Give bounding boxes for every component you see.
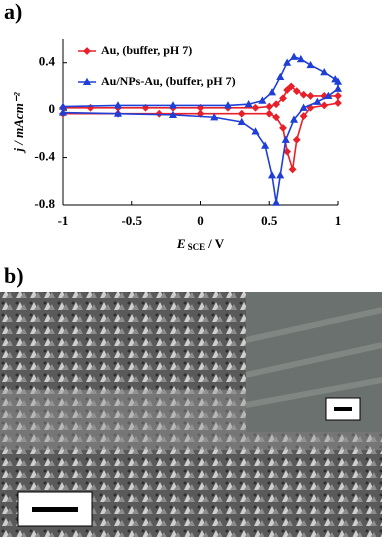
x-tick-label: 0.5 bbox=[261, 213, 278, 228]
data-point bbox=[261, 141, 270, 149]
data-point bbox=[276, 72, 285, 81]
data-point bbox=[113, 101, 123, 109]
data-point bbox=[320, 92, 329, 100]
x-axis-label: E SCE / V bbox=[176, 236, 225, 252]
y-axis-label: j / mAcm⁻² bbox=[11, 91, 26, 153]
data-point bbox=[272, 100, 281, 109]
panel-label: b) bbox=[4, 263, 24, 288]
data-point bbox=[299, 103, 308, 111]
data-point bbox=[289, 115, 299, 123]
data-point bbox=[276, 171, 285, 179]
data-point bbox=[251, 103, 260, 112]
data-point bbox=[320, 101, 329, 110]
data-point bbox=[267, 88, 277, 96]
y-tick-label: 0.4 bbox=[39, 54, 56, 69]
data-point bbox=[334, 92, 342, 100]
data-point bbox=[113, 109, 123, 117]
data-point bbox=[258, 96, 267, 104]
data-point bbox=[299, 90, 308, 99]
data-point bbox=[296, 54, 305, 63]
y-tick-label: -0.4 bbox=[34, 149, 55, 164]
data-point bbox=[168, 101, 178, 109]
legend-marker bbox=[83, 47, 91, 55]
data-point bbox=[306, 92, 315, 100]
data-point bbox=[283, 58, 292, 66]
x-tick-label: 0 bbox=[197, 213, 204, 228]
data-point bbox=[267, 171, 277, 179]
data-point bbox=[292, 87, 301, 96]
data-point bbox=[283, 147, 292, 156]
data-point bbox=[265, 102, 274, 111]
data-point bbox=[333, 84, 343, 92]
legend-marker bbox=[82, 77, 92, 86]
data-point bbox=[141, 103, 150, 112]
cv-curve bbox=[63, 85, 339, 170]
data-point bbox=[299, 112, 308, 120]
panel-label: a) bbox=[4, 0, 22, 24]
data-point bbox=[279, 94, 287, 103]
x-tick-label: -0.5 bbox=[121, 213, 142, 228]
data-point bbox=[320, 67, 329, 76]
data-point bbox=[313, 97, 322, 105]
data-point bbox=[334, 99, 342, 107]
data-point bbox=[272, 198, 281, 206]
data-point bbox=[155, 109, 164, 118]
data-point bbox=[168, 110, 178, 118]
data-point bbox=[223, 101, 233, 109]
legend-label: Au, (buffer, pH 7) bbox=[101, 43, 192, 57]
data-point bbox=[265, 109, 274, 118]
x-label-unit: / V bbox=[207, 236, 225, 251]
data-point bbox=[281, 135, 290, 143]
data-point bbox=[244, 99, 253, 108]
data-point bbox=[333, 77, 343, 85]
data-point bbox=[306, 60, 315, 69]
data-point bbox=[283, 86, 292, 94]
x-tick-label: 1 bbox=[335, 213, 342, 228]
inset-texture bbox=[245, 307, 382, 408]
x-tick-label: -1 bbox=[58, 213, 69, 228]
data-point bbox=[237, 109, 246, 118]
data-point bbox=[58, 108, 68, 116]
sem-image bbox=[0, 292, 382, 537]
data-point bbox=[251, 127, 260, 135]
data-point bbox=[292, 135, 301, 144]
legend-label: Au/NPs-Au, (buffer, pH 7) bbox=[101, 74, 236, 88]
data-point bbox=[210, 113, 219, 121]
cv-chart: -0.8 -0.4 0 0.4 -1 -0.5 0 0.5 1 j / mAcm⁻² E SCE / V… bbox=[11, 39, 343, 252]
y-tick-label: 0 bbox=[49, 101, 56, 116]
inset-scale-bar bbox=[334, 407, 352, 411]
data-point bbox=[272, 113, 281, 122]
data-point bbox=[237, 117, 246, 126]
data-point bbox=[289, 52, 299, 60]
x-label-subscript: SCE bbox=[188, 242, 206, 252]
data-point bbox=[324, 91, 333, 99]
scale-bar bbox=[32, 507, 78, 512]
x-label-symbol: E bbox=[176, 236, 186, 251]
data-point bbox=[287, 82, 296, 91]
data-point bbox=[306, 103, 315, 112]
y-tick-label: -0.8 bbox=[34, 196, 55, 211]
data-point bbox=[279, 124, 287, 132]
data-point bbox=[288, 165, 297, 174]
